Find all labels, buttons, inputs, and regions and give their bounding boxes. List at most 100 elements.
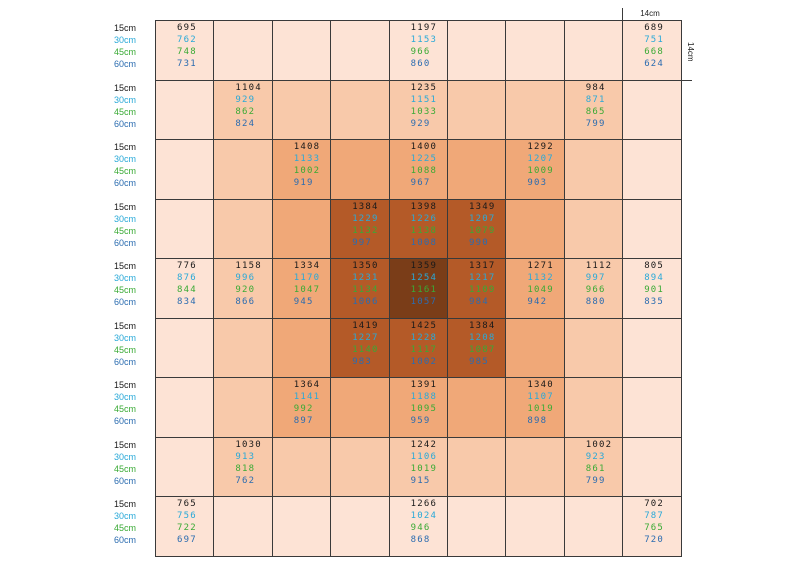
depth-label: 45cm	[114, 106, 137, 117]
grid-cell	[563, 20, 624, 81]
grid-cell	[563, 496, 624, 557]
cell-value: 898	[527, 416, 548, 426]
depth-label: 30cm	[114, 451, 137, 462]
grid-cell	[155, 198, 215, 259]
cell-value: 1158	[235, 261, 262, 271]
cell-value: 1006	[352, 297, 379, 307]
grid-cell	[622, 377, 682, 438]
cell-value: 897	[293, 416, 314, 426]
cell-value: 866	[235, 297, 256, 307]
cell-value: 967	[410, 178, 431, 188]
grid-cell	[155, 139, 215, 200]
cell-value: 1008	[410, 237, 438, 248]
cell-value: 1364	[293, 380, 321, 390]
cell-value: 697	[177, 535, 197, 545]
cell-value: 1266	[410, 499, 438, 509]
cell-value: 1197	[410, 23, 438, 33]
cell-value: 1229	[352, 213, 379, 224]
cell-value: 1228	[410, 332, 438, 343]
cell-value: 1235	[410, 82, 438, 93]
grid-cell	[330, 377, 390, 438]
grid-cell	[330, 20, 390, 81]
grid-cell	[447, 20, 507, 81]
depth-label: 15cm	[114, 82, 137, 93]
cell-value: 1112	[585, 261, 613, 271]
depth-label: 45cm	[114, 404, 137, 414]
grid-cell	[213, 317, 273, 378]
grid-cell	[330, 496, 390, 557]
cell-value: 765	[644, 523, 665, 533]
cell-value: 835	[644, 297, 665, 307]
depth-label: 60cm	[114, 475, 137, 486]
depth-label: 15cm	[114, 201, 137, 212]
cell-value: 929	[235, 94, 256, 105]
cell-value: 1088	[410, 166, 438, 176]
grid-cell	[505, 377, 565, 438]
grid-cell	[271, 436, 332, 497]
cell-value: 1030	[235, 439, 262, 450]
cell-value: 1419	[352, 320, 379, 331]
depth-label: 45cm	[114, 344, 137, 355]
cell-value: 1019	[527, 404, 554, 414]
grid-cell	[271, 79, 332, 140]
cell-value: 966	[410, 47, 431, 57]
cell-value: 1132	[352, 225, 379, 236]
grid-cell	[155, 317, 215, 378]
cell-value: 1002	[585, 439, 613, 450]
cell-value: 689	[644, 23, 665, 33]
grid-cell	[388, 317, 448, 378]
depth-label: 45cm	[114, 463, 137, 474]
grid-cell	[213, 377, 273, 438]
cell-value: 1033	[410, 106, 438, 117]
cell-value: 695	[177, 23, 197, 33]
grid-cell	[213, 198, 273, 259]
cell-value: 861	[585, 463, 606, 474]
cell-value: 860	[410, 59, 431, 69]
cell-value: 923	[585, 451, 606, 462]
cell-value: 1140	[352, 344, 379, 355]
grid-cell	[213, 20, 273, 81]
grid-cell	[563, 258, 624, 319]
cell-value: 1292	[527, 142, 554, 152]
cell-value: 903	[527, 178, 548, 188]
cell-value: 624	[644, 59, 665, 69]
grid-cell	[388, 436, 448, 497]
grid-cell	[155, 79, 215, 140]
cell-value: 966	[585, 285, 606, 295]
cell-value: 748	[177, 47, 197, 57]
depth-label: 15cm	[114, 380, 137, 390]
cell-value: 751	[644, 35, 665, 45]
scale-bracket-top	[622, 20, 681, 21]
depth-label: 15cm	[114, 142, 137, 152]
cell-value: 1207	[527, 154, 554, 164]
grid-cell	[505, 258, 565, 319]
grid-cell	[330, 258, 390, 319]
grid-cell	[447, 377, 507, 438]
cell-value: 844	[177, 285, 197, 295]
grid-cell	[271, 496, 332, 557]
cell-value: 1161	[410, 285, 438, 295]
depth-label: 15cm	[114, 23, 137, 33]
scale-bracket-side	[681, 79, 692, 81]
cell-value: 776	[177, 261, 197, 271]
cell-value: 1133	[293, 154, 321, 164]
cell-value: 985	[469, 356, 489, 367]
cell-value: 1340	[527, 380, 554, 390]
cell-value: 1254	[410, 273, 438, 283]
cell-value: 1087	[469, 344, 496, 355]
grid-cell	[505, 317, 565, 378]
grid-cell	[447, 436, 507, 497]
cell-value: 1153	[410, 35, 438, 45]
cell-value: 984	[585, 82, 606, 93]
cell-value: 1106	[410, 451, 438, 462]
grid-cell	[563, 139, 624, 200]
cell-value: 1350	[352, 261, 379, 271]
cell-value: 894	[644, 273, 665, 283]
grid-cell	[505, 436, 565, 497]
depth-label: 30cm	[114, 392, 137, 402]
grid-cell	[447, 198, 507, 259]
grid-cell	[622, 496, 682, 557]
cell-value: 996	[235, 273, 256, 283]
cell-value: 1049	[527, 285, 554, 295]
cell-value: 799	[585, 118, 606, 129]
